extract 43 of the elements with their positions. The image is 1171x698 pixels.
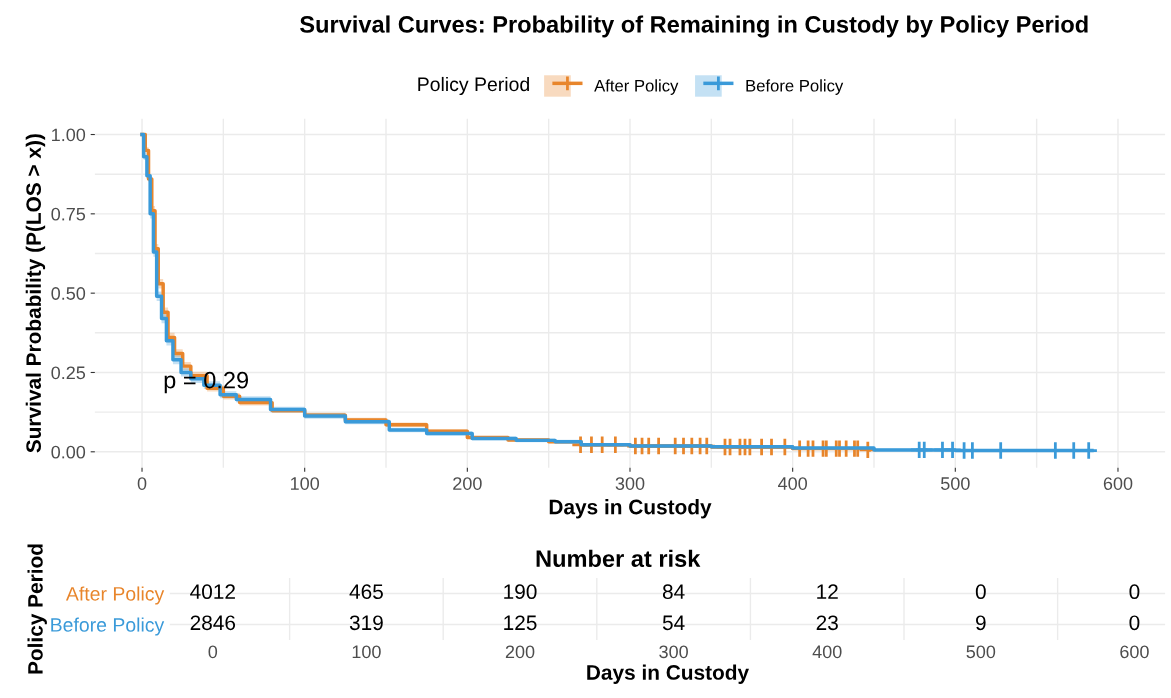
y-axis-title: Survival Probability (P(LOS > x)) [25,134,46,453]
data-label: 190 [504,584,537,600]
x-tick-label: 500 [940,477,970,490]
legend-title: Policy Period [418,76,529,96]
x-tick-label: 100 [352,645,381,659]
x-axis-title: Days in Custody [587,664,749,684]
legend-label: Before Policy [746,79,844,95]
x-tick-label: 600 [1120,645,1149,659]
x-tick-label: 0 [208,645,218,659]
x-tick-label: 300 [615,477,645,490]
chart-title: Number at risk [536,549,701,568]
y-tick-label: 0.25 [51,366,86,380]
data-label: 125 [504,615,537,631]
data-label: 12 [817,584,838,599]
chart-title: Survival Curves: Probability of Remaining in Custody by Policy Period [300,15,1088,38]
data-label: 319 [349,615,383,631]
y-tick-label: 0.00 [51,445,86,459]
x-tick-label: 300 [659,645,688,659]
x-tick-label: 600 [1103,477,1133,490]
x-tick-label: 0 [137,477,147,490]
data-label: 2846 [190,615,236,631]
y-axis-title: Policy Period [27,544,47,674]
x-tick-label: 100 [291,477,320,490]
data-label: 84 [662,584,685,600]
y-tick-label: Before Policy [51,617,165,636]
data-label: 0 [1129,584,1140,600]
x-axis-title: Days in Custody [549,499,712,519]
x-tick-label: 200 [453,477,482,490]
x-tick-label: 400 [812,645,842,659]
x-tick-label: 500 [966,645,996,659]
data-label: 4012 [190,584,235,600]
data-label: 54 [662,615,685,631]
data-label: 0 [975,584,986,600]
y-tick-label: 0.50 [51,287,86,300]
x-tick-label: 400 [778,477,808,490]
data-label: 465 [349,584,383,600]
x-tick-label: 200 [505,645,535,659]
y-tick-label: 1.00 [52,128,86,142]
data-label: 23 [816,615,838,631]
y-tick-label: 0.75 [51,207,86,221]
legend-label: After Policy [594,79,679,95]
data-label: 0 [1129,615,1140,631]
data-label: 9 [976,615,986,631]
